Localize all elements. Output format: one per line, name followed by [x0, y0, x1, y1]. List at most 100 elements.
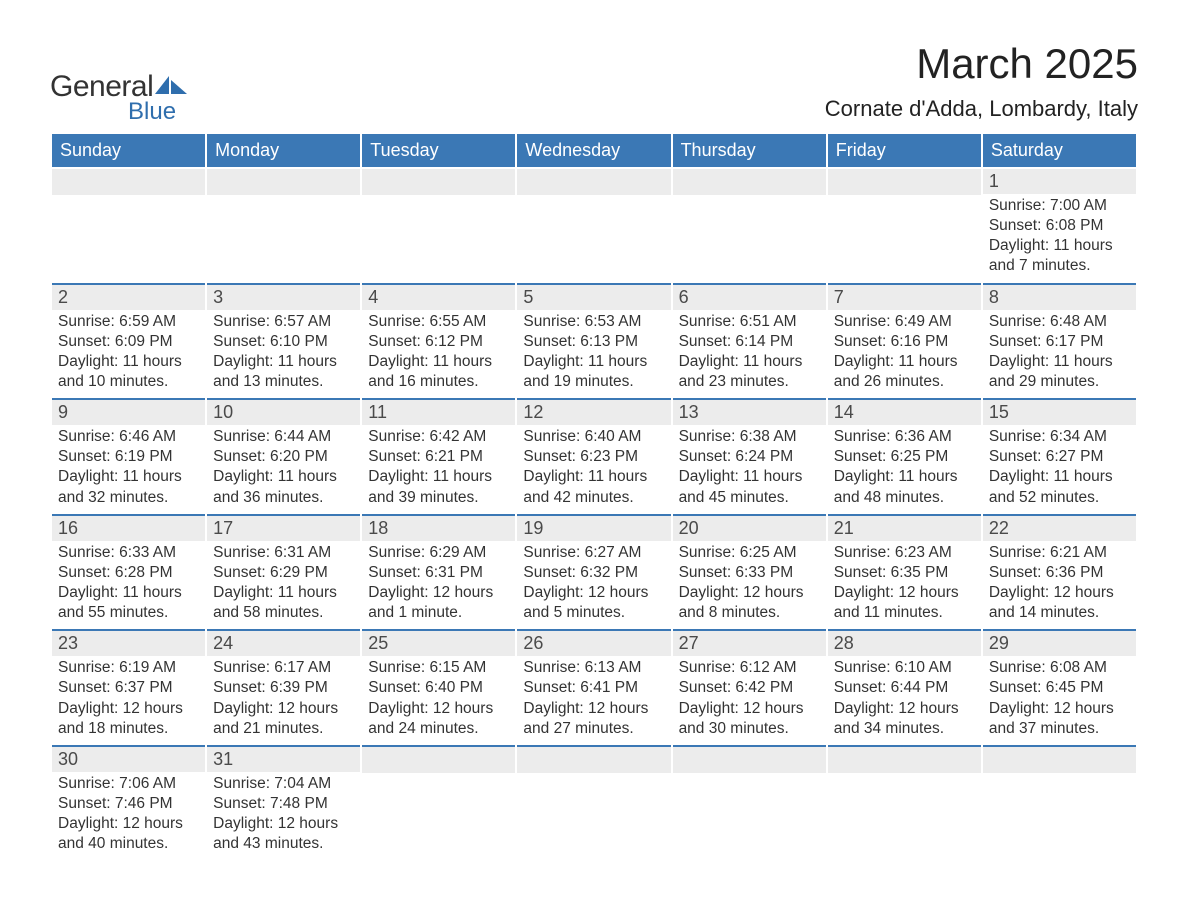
daylight-line-2: and 11 minutes. [834, 603, 975, 623]
day-body: Sunrise: 6:51 AMSunset: 6:14 PMDaylight:… [673, 310, 826, 397]
sunrise-line: Sunrise: 6:44 AM [213, 427, 354, 447]
daylight-line-2: and 10 minutes. [58, 372, 199, 392]
day-number: 17 [207, 516, 360, 541]
day-body [983, 773, 1136, 799]
daylight-line-2: and 8 minutes. [679, 603, 820, 623]
daylight-line-1: Daylight: 11 hours [368, 467, 509, 487]
weekday-header: Sunday [52, 134, 205, 167]
sunset-line: Sunset: 6:24 PM [679, 447, 820, 467]
sunset-line: Sunset: 6:23 PM [523, 447, 664, 467]
day-number: 3 [207, 285, 360, 310]
sunrise-line: Sunrise: 6:08 AM [989, 658, 1130, 678]
calendar-cell: 29Sunrise: 6:08 AMSunset: 6:45 PMDayligh… [983, 629, 1136, 743]
daylight-line-2: and 14 minutes. [989, 603, 1130, 623]
day-body: Sunrise: 6:36 AMSunset: 6:25 PMDaylight:… [828, 425, 981, 512]
day-number [673, 747, 826, 773]
calendar-cell: 14Sunrise: 6:36 AMSunset: 6:25 PMDayligh… [828, 398, 981, 512]
daylight-line-1: Daylight: 11 hours [679, 467, 820, 487]
sunrise-line: Sunrise: 6:10 AM [834, 658, 975, 678]
sunrise-line: Sunrise: 6:13 AM [523, 658, 664, 678]
day-body: Sunrise: 6:46 AMSunset: 6:19 PMDaylight:… [52, 425, 205, 512]
daylight-line-1: Daylight: 11 hours [989, 467, 1130, 487]
calendar-cell: 16Sunrise: 6:33 AMSunset: 6:28 PMDayligh… [52, 514, 205, 628]
daylight-line-1: Daylight: 11 hours [834, 467, 975, 487]
calendar-cell: 2Sunrise: 6:59 AMSunset: 6:09 PMDaylight… [52, 283, 205, 397]
daylight-line-2: and 18 minutes. [58, 719, 199, 739]
calendar-cell: 22Sunrise: 6:21 AMSunset: 6:36 PMDayligh… [983, 514, 1136, 628]
sunset-line: Sunset: 6:40 PM [368, 678, 509, 698]
calendar-cell: 7Sunrise: 6:49 AMSunset: 6:16 PMDaylight… [828, 283, 981, 397]
calendar-cell: 18Sunrise: 6:29 AMSunset: 6:31 PMDayligh… [362, 514, 515, 628]
sunset-line: Sunset: 6:35 PM [834, 563, 975, 583]
daylight-line-2: and 45 minutes. [679, 488, 820, 508]
sunset-line: Sunset: 6:12 PM [368, 332, 509, 352]
sunrise-line: Sunrise: 6:27 AM [523, 543, 664, 563]
daylight-line-2: and 42 minutes. [523, 488, 664, 508]
calendar-cell [517, 745, 670, 859]
calendar-cell: 1Sunrise: 7:00 AMSunset: 6:08 PMDaylight… [983, 169, 1136, 281]
day-body: Sunrise: 6:29 AMSunset: 6:31 PMDaylight:… [362, 541, 515, 628]
calendar-cell: 30Sunrise: 7:06 AMSunset: 7:46 PMDayligh… [52, 745, 205, 859]
day-number: 15 [983, 400, 1136, 425]
sunrise-line: Sunrise: 6:57 AM [213, 312, 354, 332]
calendar-week-row: 2Sunrise: 6:59 AMSunset: 6:09 PMDaylight… [52, 283, 1136, 397]
day-number: 29 [983, 631, 1136, 656]
daylight-line-2: and 43 minutes. [213, 834, 354, 854]
day-number: 26 [517, 631, 670, 656]
sunset-line: Sunset: 6:42 PM [679, 678, 820, 698]
daylight-line-1: Daylight: 12 hours [834, 583, 975, 603]
day-number [362, 747, 515, 773]
sunset-line: Sunset: 6:29 PM [213, 563, 354, 583]
day-body [517, 773, 670, 799]
calendar-table: SundayMondayTuesdayWednesdayThursdayFrid… [50, 132, 1138, 860]
calendar-cell: 31Sunrise: 7:04 AMSunset: 7:48 PMDayligh… [207, 745, 360, 859]
sunrise-line: Sunrise: 6:19 AM [58, 658, 199, 678]
sunrise-line: Sunrise: 6:25 AM [679, 543, 820, 563]
sunset-line: Sunset: 6:14 PM [679, 332, 820, 352]
day-body [362, 773, 515, 799]
daylight-line-1: Daylight: 11 hours [834, 352, 975, 372]
day-body: Sunrise: 6:42 AMSunset: 6:21 PMDaylight:… [362, 425, 515, 512]
logo-sail-icon [155, 74, 189, 101]
daylight-line-1: Daylight: 11 hours [58, 583, 199, 603]
calendar-week-row: 9Sunrise: 6:46 AMSunset: 6:19 PMDaylight… [52, 398, 1136, 512]
sunrise-line: Sunrise: 6:31 AM [213, 543, 354, 563]
day-body: Sunrise: 6:15 AMSunset: 6:40 PMDaylight:… [362, 656, 515, 743]
daylight-line-2: and 21 minutes. [213, 719, 354, 739]
daylight-line-2: and 16 minutes. [368, 372, 509, 392]
sunrise-line: Sunrise: 6:46 AM [58, 427, 199, 447]
calendar-cell [362, 745, 515, 859]
daylight-line-2: and 13 minutes. [213, 372, 354, 392]
daylight-line-1: Daylight: 12 hours [679, 583, 820, 603]
daylight-line-2: and 27 minutes. [523, 719, 664, 739]
sunrise-line: Sunrise: 6:48 AM [989, 312, 1130, 332]
day-body: Sunrise: 6:38 AMSunset: 6:24 PMDaylight:… [673, 425, 826, 512]
sunset-line: Sunset: 6:44 PM [834, 678, 975, 698]
weekday-header-row: SundayMondayTuesdayWednesdayThursdayFrid… [52, 134, 1136, 167]
sunset-line: Sunset: 6:17 PM [989, 332, 1130, 352]
day-number: 23 [52, 631, 205, 656]
sunrise-line: Sunrise: 7:00 AM [989, 196, 1130, 216]
sunset-line: Sunset: 6:33 PM [679, 563, 820, 583]
sunset-line: Sunset: 6:32 PM [523, 563, 664, 583]
calendar-cell [517, 169, 670, 281]
day-number: 1 [983, 169, 1136, 194]
calendar-cell: 17Sunrise: 6:31 AMSunset: 6:29 PMDayligh… [207, 514, 360, 628]
day-number [207, 169, 360, 195]
logo-text-blue: Blue [128, 98, 176, 126]
day-number [517, 169, 670, 195]
day-body: Sunrise: 6:08 AMSunset: 6:45 PMDaylight:… [983, 656, 1136, 743]
day-body: Sunrise: 6:21 AMSunset: 6:36 PMDaylight:… [983, 541, 1136, 628]
day-number: 7 [828, 285, 981, 310]
day-number: 27 [673, 631, 826, 656]
calendar-cell: 4Sunrise: 6:55 AMSunset: 6:12 PMDaylight… [362, 283, 515, 397]
sunset-line: Sunset: 6:45 PM [989, 678, 1130, 698]
daylight-line-1: Daylight: 11 hours [679, 352, 820, 372]
calendar-cell: 19Sunrise: 6:27 AMSunset: 6:32 PMDayligh… [517, 514, 670, 628]
daylight-line-1: Daylight: 12 hours [58, 699, 199, 719]
daylight-line-1: Daylight: 12 hours [213, 814, 354, 834]
calendar-cell: 24Sunrise: 6:17 AMSunset: 6:39 PMDayligh… [207, 629, 360, 743]
daylight-line-2: and 24 minutes. [368, 719, 509, 739]
sunrise-line: Sunrise: 6:29 AM [368, 543, 509, 563]
day-body: Sunrise: 6:31 AMSunset: 6:29 PMDaylight:… [207, 541, 360, 628]
